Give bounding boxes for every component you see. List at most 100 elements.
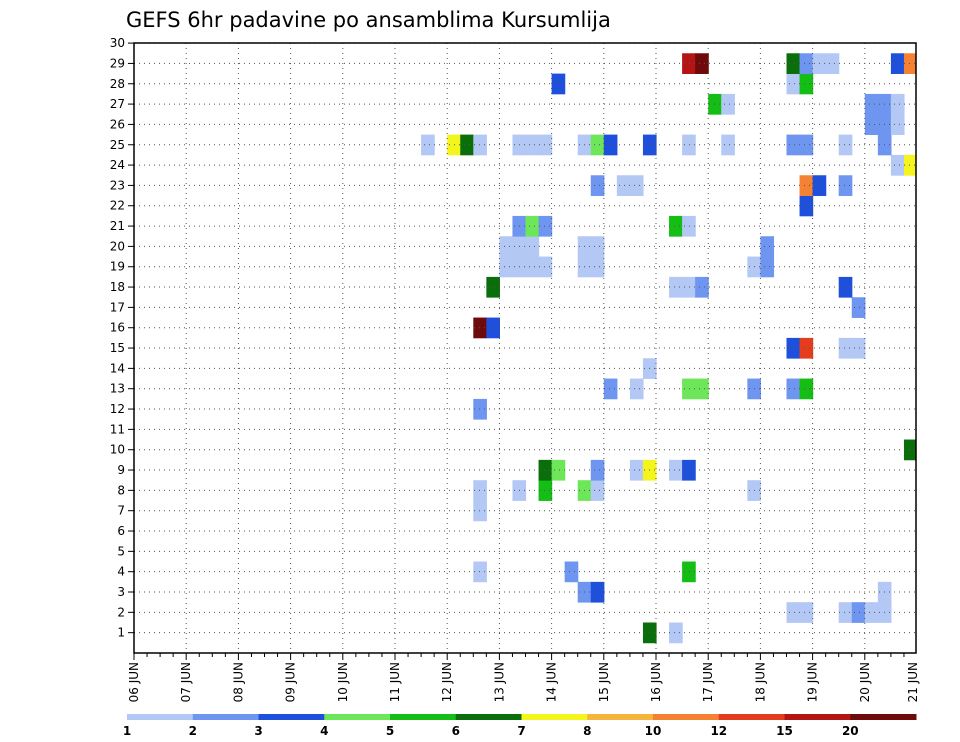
heatmap-cell xyxy=(473,480,487,501)
y-tick-label: 27 xyxy=(110,97,125,111)
heatmap-cell xyxy=(669,459,683,481)
heatmap-cell xyxy=(473,398,487,420)
heatmap-cell xyxy=(786,53,801,74)
y-tick-label: 7 xyxy=(117,504,125,518)
legend-label: 4 xyxy=(320,724,328,738)
y-tick-label: 22 xyxy=(110,199,125,213)
heatmap-cell xyxy=(629,459,644,481)
y-tick-label: 26 xyxy=(110,117,125,131)
heatmap-cell xyxy=(695,276,709,298)
y-tick-label: 1 xyxy=(117,626,125,640)
heatmap-cell xyxy=(590,256,605,278)
legend-swatch xyxy=(587,714,654,720)
heatmap-cell xyxy=(669,622,683,644)
y-tick-label: 12 xyxy=(110,402,125,416)
y-tick-label: 28 xyxy=(110,77,125,91)
heatmap-cell xyxy=(682,561,696,583)
legend-label: 8 xyxy=(583,724,591,738)
heatmap-cell xyxy=(486,276,500,298)
heatmap-cell xyxy=(525,236,540,257)
y-tick-label: 24 xyxy=(110,158,125,172)
heatmap-cell xyxy=(799,195,814,217)
heatmap-cell xyxy=(838,276,853,298)
heatmap-cell xyxy=(799,337,814,359)
heatmap-cell xyxy=(538,480,553,501)
heatmap-cell xyxy=(486,317,500,339)
y-tick-label: 19 xyxy=(110,260,125,274)
legend-label: 5 xyxy=(386,724,394,738)
heatmap-cell xyxy=(616,175,631,196)
heatmap-cell xyxy=(799,134,814,156)
heatmap-cell xyxy=(590,175,605,196)
heatmap-cell xyxy=(786,602,801,623)
heatmap-cell xyxy=(864,114,879,135)
heatmap-cell xyxy=(590,581,605,603)
y-tick-label: 5 xyxy=(117,544,125,558)
heatmap-cell xyxy=(538,459,553,481)
heatmap-cell xyxy=(629,175,644,196)
legend-label: 20 xyxy=(842,724,859,738)
heatmap-cell xyxy=(538,256,553,278)
heatmap-cell xyxy=(538,215,553,237)
legend-swatch xyxy=(192,714,259,720)
cells-layer xyxy=(421,53,916,644)
heatmap-cell xyxy=(721,93,735,115)
x-axis: 06 JUN 07 JUN 08 JUN 09 JUN 10 JUN 11 JUN 12 J… xyxy=(127,653,920,702)
legend-label: 15 xyxy=(776,724,793,738)
heatmap-cell xyxy=(590,480,605,501)
y-tick-label: 15 xyxy=(110,341,125,355)
heatmap-cell xyxy=(799,53,814,74)
y-tick-label: 6 xyxy=(117,524,125,538)
y-tick-label: 18 xyxy=(110,280,125,294)
legend-swatch xyxy=(653,714,720,720)
heatmap-cell xyxy=(838,134,853,156)
heatmap-cell xyxy=(551,73,566,95)
legend-label: 6 xyxy=(452,724,460,738)
x-tick-label: 08 JUN xyxy=(231,662,245,702)
y-tick-label: 9 xyxy=(117,463,125,477)
heatmap-cell xyxy=(786,337,801,359)
heatmap-cell xyxy=(603,378,618,400)
heatmap-cell xyxy=(864,93,879,115)
heatmap-cell xyxy=(786,378,801,400)
heatmap-cell xyxy=(525,215,540,237)
legend-swatch xyxy=(390,714,457,720)
y-tick-label: 11 xyxy=(110,422,125,436)
legend-label: 1 xyxy=(123,724,131,738)
x-tick-label: 14 JUN xyxy=(545,662,559,702)
x-tick-label: 20 JUN xyxy=(858,662,872,702)
y-tick-label: 13 xyxy=(110,382,125,396)
x-tick-label: 07 JUN xyxy=(179,662,193,702)
heatmap-cell xyxy=(851,337,866,359)
x-tick-label: 16 JUN xyxy=(649,662,663,702)
heatmap-cell xyxy=(682,134,696,156)
y-tick-label: 8 xyxy=(117,483,125,497)
x-tick-label: 21 JUN xyxy=(906,662,920,702)
y-tick-label: 16 xyxy=(110,321,125,335)
heatmap-cell xyxy=(721,134,735,156)
x-tick-label: 17 JUN xyxy=(701,662,715,702)
chart-title: GEFS 6hr padavine po ansamblima Kursumli… xyxy=(126,8,611,32)
heatmap-cell xyxy=(695,378,709,400)
heatmap-cell xyxy=(473,134,487,156)
legend-label: 10 xyxy=(645,724,662,738)
legend-swatch xyxy=(258,714,325,720)
heatmap-cell xyxy=(786,134,801,156)
heatmap-cell xyxy=(799,73,814,95)
heatmap-cell xyxy=(760,236,775,257)
heatmap-cell xyxy=(590,134,605,156)
legend-swatch xyxy=(784,714,851,720)
heatmap-cell xyxy=(760,256,775,278)
heatmap-cell xyxy=(799,175,814,196)
heatmap-cell xyxy=(473,317,487,339)
y-tick-label: 10 xyxy=(110,443,125,457)
y-tick-label: 25 xyxy=(110,138,125,152)
heatmap-cell xyxy=(499,256,514,278)
heatmap-cell xyxy=(682,378,696,400)
y-tick-label: 4 xyxy=(117,565,125,579)
legend-swatch xyxy=(718,714,785,720)
x-tick-label: 12 JUN xyxy=(440,662,454,702)
heatmap-cell xyxy=(629,378,644,400)
y-tick-label: 23 xyxy=(110,178,125,192)
